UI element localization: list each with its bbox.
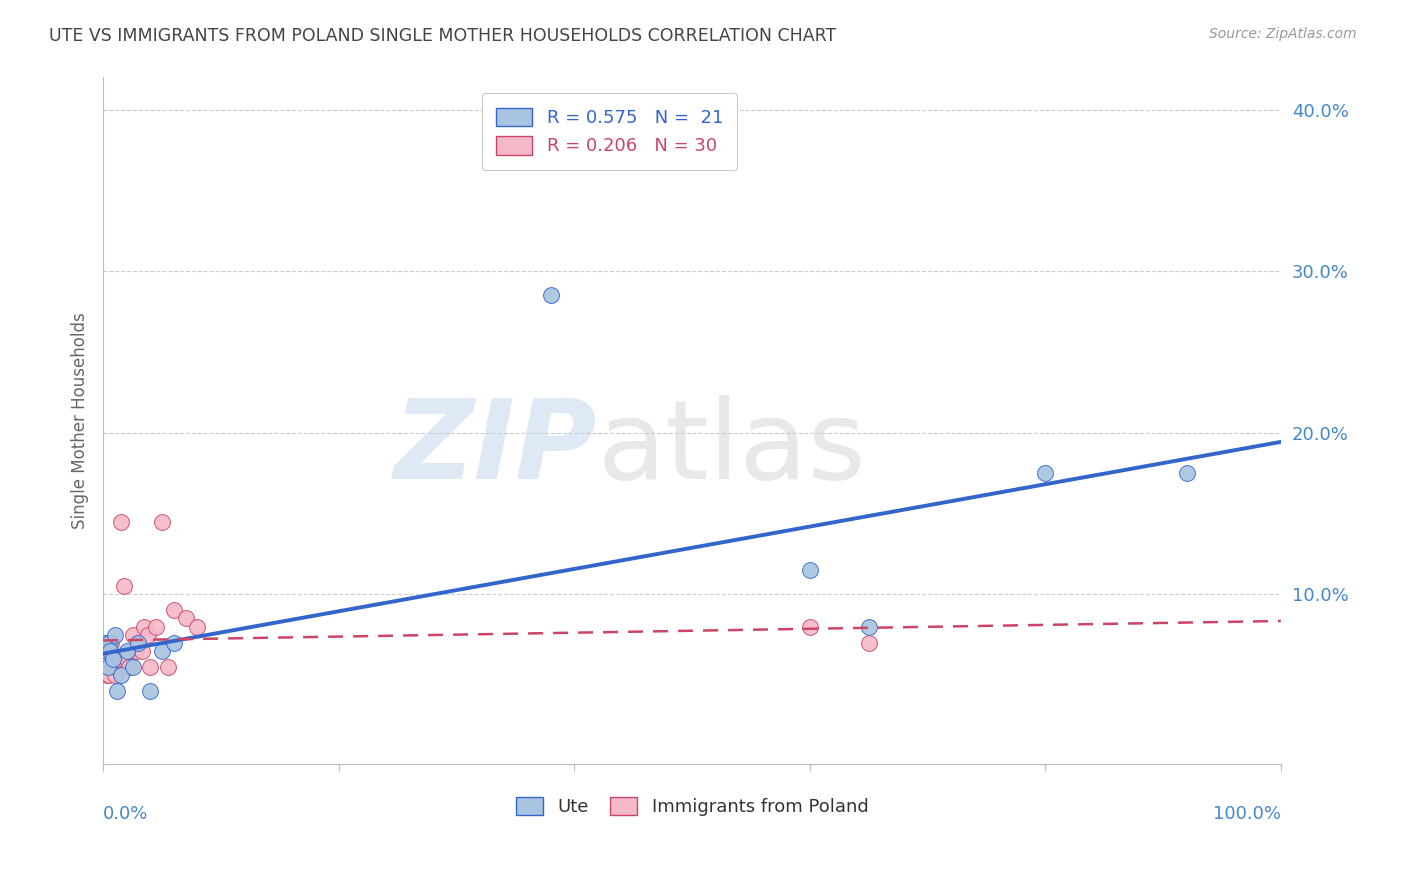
Point — [96, 644, 118, 658]
Point — [150, 515, 173, 529]
Point — [1033, 466, 1056, 480]
Text: ZIP: ZIP — [394, 394, 598, 501]
Y-axis label: Single Mother Households: Single Mother Households — [72, 312, 89, 529]
Point — [112, 579, 135, 593]
Point — [150, 644, 173, 658]
Legend: Ute, Immigrants from Poland: Ute, Immigrants from Poland — [509, 789, 876, 823]
Point — [156, 660, 179, 674]
Point — [104, 627, 127, 641]
Point — [145, 619, 167, 633]
Point — [105, 652, 128, 666]
Point — [94, 636, 117, 650]
Point — [125, 644, 148, 658]
Point — [1175, 466, 1198, 480]
Point — [799, 619, 821, 633]
Point — [136, 627, 159, 641]
Text: 0.0%: 0.0% — [103, 805, 149, 823]
Point — [97, 652, 120, 666]
Point — [131, 644, 153, 658]
Point — [104, 668, 127, 682]
Text: Source: ZipAtlas.com: Source: ZipAtlas.com — [1209, 27, 1357, 41]
Point — [98, 636, 121, 650]
Point — [100, 636, 122, 650]
Point — [174, 611, 197, 625]
Point — [858, 619, 880, 633]
Point — [115, 652, 138, 666]
Point — [103, 660, 125, 674]
Point — [163, 636, 186, 650]
Point — [121, 627, 143, 641]
Point — [121, 660, 143, 674]
Point — [101, 652, 124, 666]
Point — [94, 660, 117, 674]
Point — [96, 668, 118, 682]
Point — [139, 660, 162, 674]
Point — [540, 288, 562, 302]
Point — [139, 684, 162, 698]
Point — [97, 660, 120, 674]
Text: atlas: atlas — [598, 394, 866, 501]
Point — [186, 619, 208, 633]
Point — [101, 652, 124, 666]
Point — [127, 636, 149, 650]
Point — [110, 515, 132, 529]
Text: UTE VS IMMIGRANTS FROM POLAND SINGLE MOTHER HOUSEHOLDS CORRELATION CHART: UTE VS IMMIGRANTS FROM POLAND SINGLE MOT… — [49, 27, 837, 45]
Point — [110, 668, 132, 682]
Point — [163, 603, 186, 617]
Point — [118, 660, 141, 674]
Point — [93, 644, 115, 658]
Text: 100.0%: 100.0% — [1213, 805, 1281, 823]
Point — [858, 636, 880, 650]
Point — [127, 636, 149, 650]
Point — [105, 684, 128, 698]
Point — [134, 619, 156, 633]
Point — [93, 652, 115, 666]
Point — [799, 563, 821, 577]
Point — [98, 644, 121, 658]
Point — [98, 660, 121, 674]
Point — [115, 644, 138, 658]
Point — [98, 668, 121, 682]
